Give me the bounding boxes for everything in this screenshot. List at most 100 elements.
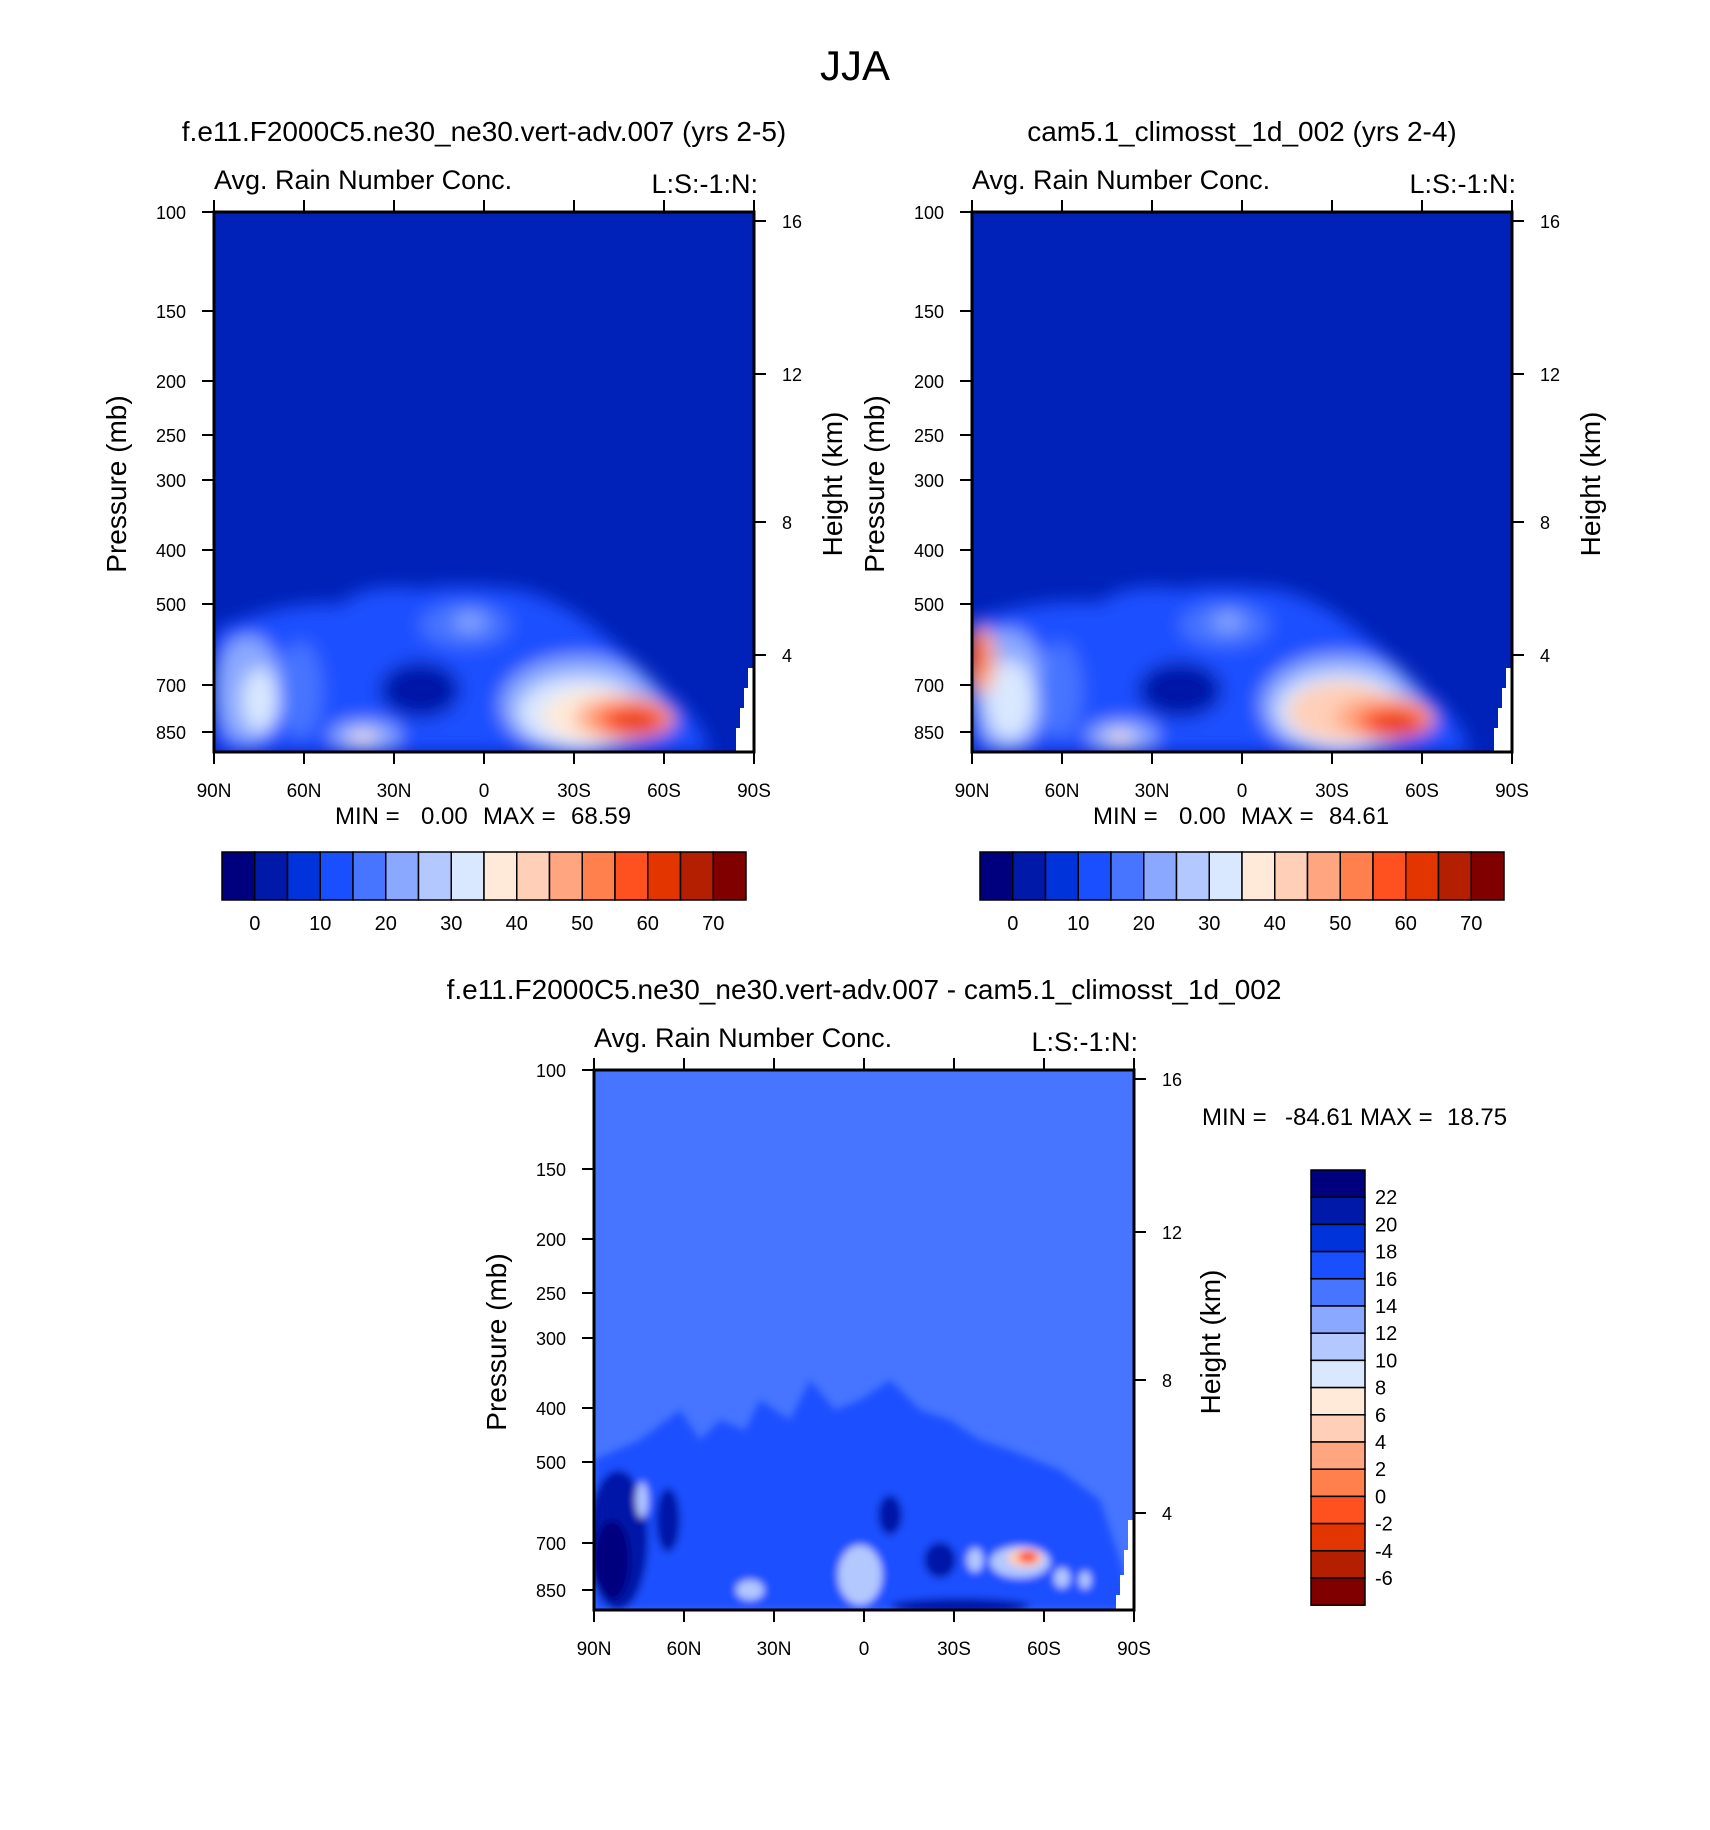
max-value: 84.61 <box>1329 803 1389 830</box>
colorbar-label: 70 <box>702 913 724 935</box>
y-tick-label: 250 <box>536 1284 566 1304</box>
colorbar-swatch <box>516 851 551 901</box>
y-tick-label: 200 <box>536 1230 566 1250</box>
blob <box>1018 1551 1038 1563</box>
colorbar-swatch <box>483 851 518 901</box>
colorbar-swatch <box>1306 851 1341 901</box>
x-tick-label: 90S <box>1495 781 1529 802</box>
colorbar-swatch <box>548 851 583 901</box>
colorbar-swatch <box>221 851 256 901</box>
colorbar-label: 40 <box>1264 913 1286 935</box>
colorbar-swatch <box>1012 851 1047 901</box>
colorbar-label: 22 <box>1375 1187 1397 1209</box>
y-tick-label: 700 <box>914 676 944 696</box>
panel-left: f.e11.F2000C5.ne30_ne30.vert-adv.007 (yr… <box>101 116 848 935</box>
y-tick-label: 500 <box>914 595 944 615</box>
y-axis-left: 100 150 200 250 300 400 500 700 850 Pres… <box>101 203 214 743</box>
colorbar-label: 30 <box>1198 913 1220 935</box>
blob <box>1106 732 1134 744</box>
colorbar-label: 0 <box>249 913 260 935</box>
colorbar-label: 20 <box>1133 913 1155 935</box>
colorbar-swatch <box>1437 851 1472 901</box>
x-tick-label: 60N <box>1045 781 1080 802</box>
colorbar-label: 10 <box>1375 1350 1397 1372</box>
blob <box>594 1520 630 1600</box>
x-tick-label: 90S <box>1117 1639 1151 1660</box>
colorbar-label: 6 <box>1375 1405 1386 1427</box>
blob <box>1138 662 1222 718</box>
y-right-tick-marks <box>754 220 766 656</box>
colorbar-swatch <box>319 851 354 901</box>
x-tick-label: 30N <box>757 1639 792 1660</box>
blob <box>242 668 278 732</box>
min-label: MIN = <box>335 803 400 830</box>
colorbar-swatch <box>1310 1359 1366 1389</box>
colorbar-label: 18 <box>1375 1242 1397 1264</box>
y-right-tick-label: 12 <box>782 365 802 385</box>
panel-right: cam5.1_climosst_1d_002 (yrs 2-4) Avg. Ra… <box>859 116 1606 935</box>
y-axis-right: 16 12 8 4 Height (km) <box>1134 1070 1226 1524</box>
x-tick-label: 90N <box>197 781 232 802</box>
x-tick-marks <box>213 200 755 764</box>
blob <box>924 1542 956 1578</box>
panel-subtitle-right: L:S:-1:N: <box>651 169 758 199</box>
colorbar-swatch <box>1470 851 1505 901</box>
colorbar-label: 10 <box>1067 913 1089 935</box>
colorbar-swatch <box>1310 1441 1366 1470</box>
colorbar-swatch <box>614 851 649 901</box>
panel-title: f.e11.F2000C5.ne30_ne30.vert-adv.007 (yr… <box>182 116 786 147</box>
y-tick-label: 400 <box>156 541 186 561</box>
colorbar-label: 70 <box>1460 913 1482 935</box>
panel-subtitle-left: Avg. Rain Number Conc. <box>214 165 512 195</box>
blob <box>454 613 486 631</box>
colorbar-swatch <box>647 851 682 901</box>
colorbar-swatch <box>286 851 321 901</box>
colorbar-swatch <box>1310 1495 1366 1525</box>
blob <box>972 633 983 677</box>
colorbar-swatch <box>1077 851 1112 901</box>
colorbar-swatch <box>417 851 452 901</box>
y-tick-label: 400 <box>914 541 944 561</box>
contour-field <box>594 1070 1134 1610</box>
panel-title: f.e11.F2000C5.ne30_ne30.vert-adv.007 - c… <box>447 974 1282 1005</box>
y-tick-label: 100 <box>156 203 186 223</box>
y-tick-label: 150 <box>156 302 186 322</box>
colorbar-swatch <box>1372 851 1407 901</box>
colorbar-label: 12 <box>1375 1323 1397 1345</box>
x-tick-label: 30N <box>377 781 412 802</box>
blob <box>616 713 656 729</box>
contour-field <box>972 212 1512 752</box>
x-tick-label: 30N <box>1135 781 1170 802</box>
colorbar-swatch <box>352 851 387 901</box>
colorbar-label: -2 <box>1375 1514 1393 1536</box>
colorbar-swatch <box>1208 851 1243 901</box>
blob <box>278 642 322 738</box>
colorbar-swatch <box>979 851 1014 901</box>
y-tick-marks <box>960 211 972 733</box>
blob <box>967 1548 983 1572</box>
colorbar-label: 30 <box>440 913 462 935</box>
x-axis: 90N 60N 30N 0 30S 60S 90S <box>577 1058 1151 1660</box>
x-axis: 90N 60N 30N 0 30S 60S 90S <box>955 200 1529 802</box>
colorbar-label: 20 <box>1375 1214 1397 1236</box>
y-right-tick-label: 16 <box>782 212 802 232</box>
blob <box>1054 1568 1070 1588</box>
blob <box>1038 642 1082 738</box>
contour-field <box>214 212 754 752</box>
y-axis-label: Pressure (mb) <box>101 395 132 572</box>
y-right-tick-label: 16 <box>1162 1070 1182 1090</box>
blob <box>1079 1571 1091 1589</box>
y-axis-right: 16 12 8 4 Height (km) <box>1512 212 1606 666</box>
field-blobs <box>972 586 1470 752</box>
blob <box>838 1545 882 1605</box>
y-tick-label: 300 <box>536 1329 566 1349</box>
x-tick-label: 0 <box>859 1639 870 1660</box>
min-label: MIN = <box>1202 1104 1267 1131</box>
max-label: MAX = <box>1360 1104 1433 1131</box>
y-tick-label: 850 <box>914 723 944 743</box>
y-right-tick-label: 16 <box>1540 212 1560 232</box>
y-right-tick-label: 8 <box>1162 1371 1172 1391</box>
y-tick-label: 200 <box>914 372 944 392</box>
y-tick-label: 850 <box>536 1581 566 1601</box>
y-tick-marks <box>582 1069 594 1591</box>
